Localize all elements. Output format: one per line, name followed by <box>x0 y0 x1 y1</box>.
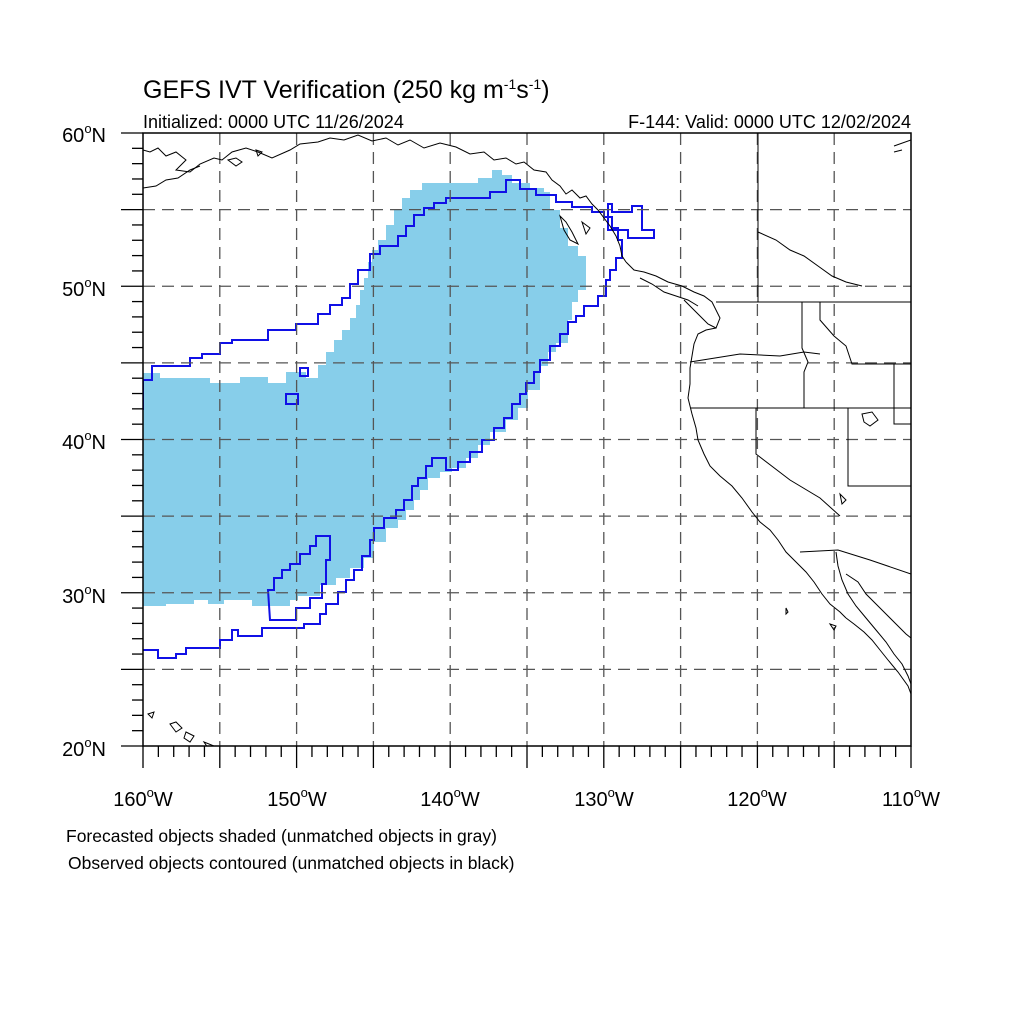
lon-label-160: 160oW <box>113 785 173 811</box>
longitude-labels: 160oW 150oW 140oW 130oW 120oW 110oW <box>113 785 940 811</box>
lat-label-30: 30oN <box>62 582 106 608</box>
lat-label-60: 60oN <box>62 121 106 147</box>
lat-label-20: 20oN <box>62 735 106 761</box>
lon-label-150: 150oW <box>267 785 327 811</box>
coastline <box>143 133 911 746</box>
footnote-forecast: Forecasted objects shaded (unmatched obj… <box>66 826 497 846</box>
lon-label-140: 140oW <box>420 785 480 811</box>
axis-ticks <box>121 132 912 768</box>
forecast-object <box>143 170 586 606</box>
valid-time-label: F-144: Valid: 0000 UTC 12/02/2024 <box>628 112 911 132</box>
lon-label-110: 110oW <box>882 785 940 811</box>
lat-lon-grid <box>143 133 911 746</box>
lon-label-130: 130oW <box>574 785 634 811</box>
footnote-observed: Observed objects contoured (unmatched ob… <box>68 853 515 873</box>
initialized-label: Initialized: 0000 UTC 11/26/2024 <box>143 112 404 132</box>
lat-label-40: 40oN <box>62 428 106 454</box>
latitude-labels: 60oN 50oN 40oN 30oN 20oN <box>62 121 106 761</box>
lon-label-120: 120oW <box>727 785 787 811</box>
map-title: GEFS IVT Verification (250 kg m-1s-1) <box>143 76 550 104</box>
observed-object <box>143 179 655 659</box>
map-panel <box>121 132 912 768</box>
lat-label-50: 50oN <box>62 275 106 301</box>
